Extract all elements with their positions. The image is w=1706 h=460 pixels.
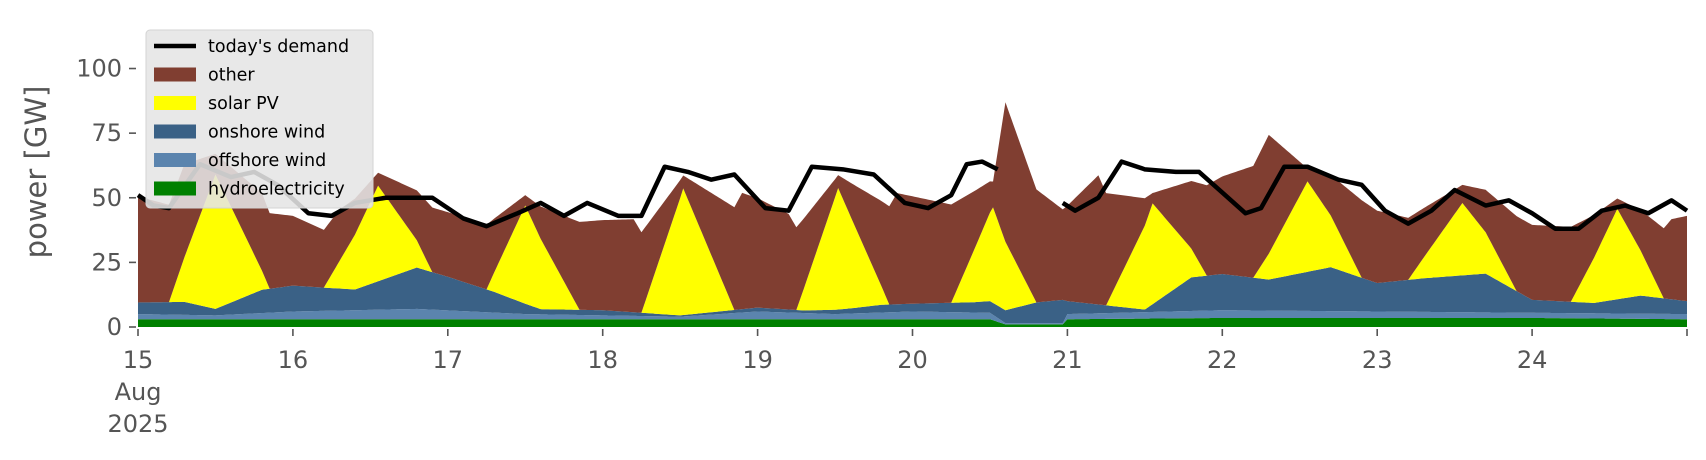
x-tick-label-16: 16: [278, 346, 309, 374]
legend-swatch-hydroelectricity: [154, 181, 196, 196]
legend-label-today-s-demand: today's demand: [208, 37, 349, 57]
legend-label-offshore-wind: offshore wind: [208, 151, 326, 171]
x-tick-label-17: 17: [433, 346, 464, 374]
y-tick-label-25: 25: [91, 248, 122, 276]
y-tick-label-0: 0: [107, 313, 122, 341]
area-other: [138, 102, 1687, 313]
x-tick-label-18: 18: [587, 346, 618, 374]
x-tick-label-22: 22: [1207, 346, 1238, 374]
legend-swatch-solar-pv: [154, 96, 196, 110]
legend-label-hydroelectricity: hydroelectricity: [208, 180, 345, 200]
y-tick-label-75: 75: [91, 119, 122, 147]
x-tick-label-20: 20: [897, 346, 928, 374]
area-hydroelectricity: [138, 317, 1687, 327]
area-offshore-wind: [138, 308, 1687, 325]
y-tick-label-100: 100: [76, 55, 122, 83]
legend-swatch-offshore-wind: [154, 153, 196, 167]
demand-line-segment-2: [1061, 159, 1689, 232]
legend-frame: [145, 29, 374, 209]
legend-swatch-onshore-wind: [154, 124, 196, 139]
x-tick-label-19: 19: [742, 346, 773, 374]
axes: 0 25 50 75 100 15 Aug 2025 16 17 18 19 20 21 22 23 24: [76, 55, 1688, 438]
x-tick-label-23: 23: [1362, 346, 1393, 374]
legend-label-other: other: [208, 66, 255, 86]
x-tick-label-15: 15 Aug 2025: [107, 346, 168, 438]
legend-swatch-other: [154, 67, 196, 82]
y-axis-title: power [GW]: [19, 86, 53, 259]
legend: today's demand other solar PV onshore wind o…: [145, 29, 374, 209]
x-tick-label-21: 21: [1052, 346, 1083, 374]
area-onshore-wind: [138, 267, 1687, 324]
y-tick-label-50: 50: [91, 184, 122, 212]
legend-label-onshore-wind: onshore wind: [208, 123, 325, 143]
x-tick-label-24: 24: [1517, 346, 1548, 374]
legend-label-solar-pv: solar PV: [208, 94, 279, 114]
